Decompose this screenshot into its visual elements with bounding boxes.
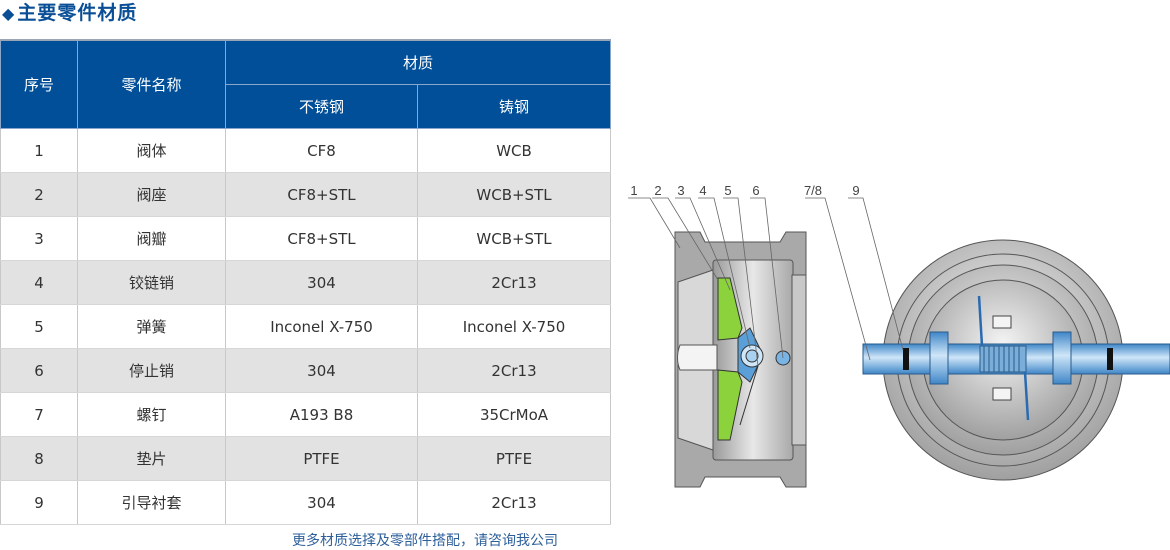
table-row: 4 铰链销 304 2Cr13 (0, 260, 612, 305)
table-row: 3 阀瓣 CF8+STL WCB+STL (0, 216, 612, 261)
diamond-bullet-icon: ◆ (2, 4, 16, 23)
header-material: 材质 (224, 39, 612, 85)
header-stainless: 不锈钢 (225, 84, 418, 129)
cell-stainless: A193 B8 (225, 392, 418, 437)
part-callout-label: 3 (677, 183, 684, 198)
cell-cast-steel: 35CrMoA (416, 392, 612, 437)
section-title: ◆ 主要零件材质 (2, 0, 137, 28)
cell-part-name: 阀座 (77, 172, 226, 217)
cell-cast-steel: 2Cr13 (416, 348, 612, 393)
materials-table: 序号 零件名称 材质 不锈钢 铸钢 1 阀体 CF8 WCB 2 阀座 CF8+STL WCB… (0, 39, 612, 525)
cell-cast-steel: WCB+STL (416, 172, 612, 217)
table-row: 6 停止销 304 2Cr13 (0, 348, 612, 393)
part-callout-label: 5 (724, 183, 731, 198)
cell-no: 1 (0, 128, 78, 173)
part-callout-label: 4 (699, 183, 706, 198)
part-callout-label: 7/8 (804, 183, 822, 198)
cell-no: 3 (0, 216, 78, 261)
valve-diagram: 1 2 3 4 5 6 7/8 9 (628, 183, 1170, 488)
table-row: 1 阀体 CF8 WCB (0, 128, 612, 173)
cell-no: 9 (0, 480, 78, 525)
cell-part-name: 垫片 (77, 436, 226, 481)
cell-part-name: 阀瓣 (77, 216, 226, 261)
cell-no: 7 (0, 392, 78, 437)
cell-no: 6 (0, 348, 78, 393)
cell-stainless: PTFE (225, 436, 418, 481)
cell-cast-steel: 2Cr13 (416, 260, 612, 305)
cell-stainless: CF8+STL (225, 172, 418, 217)
cell-part-name: 停止销 (77, 348, 226, 393)
cell-stainless: 304 (225, 480, 418, 525)
cell-cast-steel: PTFE (416, 436, 612, 481)
cell-stainless: 304 (225, 348, 418, 393)
cell-no: 5 (0, 304, 78, 349)
front-view (862, 239, 1170, 481)
cell-part-name: 弹簧 (77, 304, 226, 349)
cell-cast-steel: WCB (416, 128, 612, 173)
cell-cast-steel: 2Cr13 (416, 480, 612, 525)
cell-part-name: 螺钉 (77, 392, 226, 437)
table-row: 5 弹簧 Inconel X-750 Inconel X-750 (0, 304, 612, 349)
section-title-text: 主要零件材质 (17, 2, 138, 24)
cell-stainless: CF8+STL (225, 216, 418, 261)
cell-stainless: 304 (225, 260, 418, 305)
cell-no: 4 (0, 260, 78, 305)
header-no: 序号 (0, 39, 78, 129)
table-row: 9 引导衬套 304 2Cr13 (0, 480, 612, 525)
header-cast-steel: 铸钢 (416, 84, 612, 129)
cell-no: 8 (0, 436, 78, 481)
table-row: 2 阀座 CF8+STL WCB+STL (0, 172, 612, 217)
cell-part-name: 阀体 (77, 128, 226, 173)
part-callout-label: 6 (752, 183, 759, 198)
part-callout-label: 1 (630, 183, 637, 198)
part-callout-label: 2 (654, 183, 661, 198)
cell-cast-steel: Inconel X-750 (416, 304, 612, 349)
cell-no: 2 (0, 172, 78, 217)
part-callout-label: 9 (852, 183, 859, 198)
table-row: 8 垫片 PTFE PTFE (0, 436, 612, 481)
footer-note: 更多材质选择及零部件搭配，请咨询我公司 (292, 533, 558, 549)
cell-cast-steel: WCB+STL (416, 216, 612, 261)
table-row: 7 螺钉 A193 B8 35CrMoA (0, 392, 612, 437)
header-part-name: 零件名称 (77, 39, 226, 129)
side-view (674, 231, 807, 488)
cell-part-name: 铰链销 (77, 260, 226, 305)
cell-stainless: CF8 (225, 128, 418, 173)
cell-part-name: 引导衬套 (77, 480, 226, 525)
cell-stainless: Inconel X-750 (225, 304, 418, 349)
